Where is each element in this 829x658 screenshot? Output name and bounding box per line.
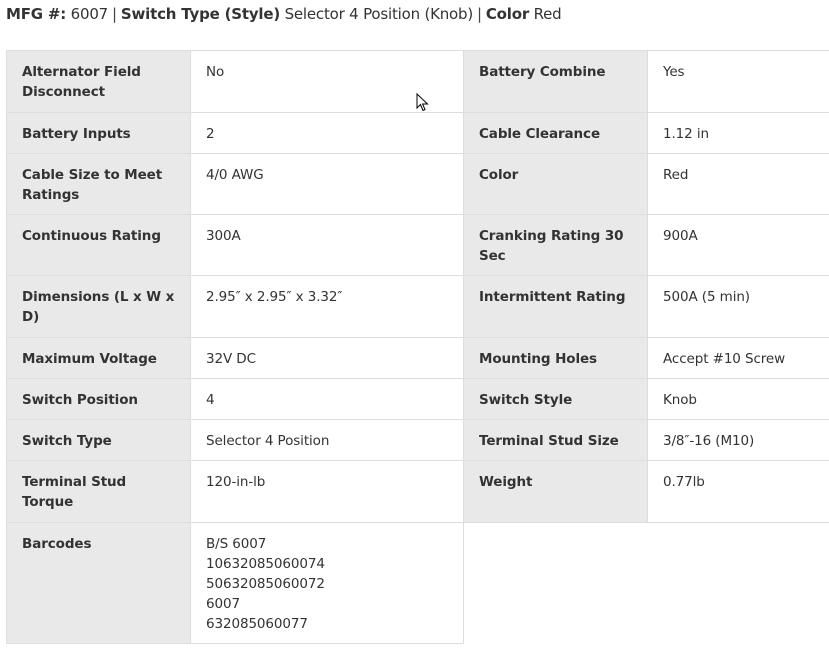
mfg-label: MFG #: bbox=[6, 5, 67, 23]
spec-row: Battery Inputs 2 Cable Clearance 1.12 in bbox=[6, 112, 829, 154]
empty-cell bbox=[463, 522, 829, 644]
spec-row: Maximum Voltage 32V DC Mounting Holes Accep… bbox=[6, 337, 829, 379]
spec-label: Intermittent Rating bbox=[463, 275, 648, 338]
spec-value: 4 bbox=[190, 378, 464, 420]
spec-label: Switch Style bbox=[463, 378, 648, 420]
spec-label: Alternator Field Disconnect bbox=[6, 50, 191, 113]
spec-label: Dimensions (L x W x D) bbox=[6, 275, 191, 338]
spec-label: Switch Position bbox=[6, 378, 191, 420]
spec-row: Cable Size to Meet Ratings 4/0 AWG Color Re… bbox=[6, 153, 829, 215]
spec-value: 32V DC bbox=[190, 337, 464, 379]
spec-value: 3/8″-16 (M10) bbox=[647, 419, 829, 461]
spec-value: 0.77lb bbox=[647, 460, 829, 523]
spec-row: Switch Type Selector 4 Position Terminal S… bbox=[6, 419, 829, 461]
spec-value: 500A (5 min) bbox=[647, 275, 829, 338]
spec-row: Continuous Rating 300A Cranking Rating 30 … bbox=[6, 214, 829, 276]
spec-row: Dimensions (L x W x D) 2.95″ x 2.95″ x 3.… bbox=[6, 275, 829, 338]
spec-label: Battery Inputs bbox=[6, 112, 191, 154]
spec-label: Cranking Rating 30 Sec bbox=[463, 214, 648, 276]
spec-value: 120-in-lb bbox=[190, 460, 464, 523]
spec-value: Red bbox=[647, 153, 829, 215]
barcode-value: 6007 bbox=[206, 596, 240, 612]
barcode-value: 10632085060074 bbox=[206, 556, 325, 572]
color-label: Color bbox=[485, 5, 530, 23]
spec-label: Color bbox=[463, 153, 648, 215]
spec-row: Barcodes B/S 6007 10632085060074 5063208506… bbox=[6, 522, 829, 644]
spec-label: Weight bbox=[463, 460, 648, 523]
spec-label: Terminal Stud Size bbox=[463, 419, 648, 461]
spec-label: Maximum Voltage bbox=[6, 337, 191, 379]
spec-label: Mounting Holes bbox=[463, 337, 648, 379]
spec-label: Barcodes bbox=[6, 522, 191, 644]
separator: | bbox=[112, 5, 117, 23]
spec-value: 900A bbox=[647, 214, 829, 276]
spec-row: Switch Position 4 Switch Style Knob bbox=[6, 378, 829, 420]
barcode-value: 632085060077 bbox=[206, 616, 308, 632]
spec-label: Switch Type bbox=[6, 419, 191, 461]
switch-type-label: Switch Type (Style) bbox=[120, 5, 280, 23]
product-summary: MFG #: 6007 | Switch Type (Style) Selector… bbox=[6, 5, 562, 23]
spec-value: 1.12 in bbox=[647, 112, 829, 154]
spec-value: Knob bbox=[647, 378, 829, 420]
mfg-value: 6007 bbox=[70, 5, 109, 23]
spec-label: Continuous Rating bbox=[6, 214, 191, 276]
spec-value: Selector 4 Position bbox=[190, 419, 464, 461]
specifications-table: Alternator Field Disconnect No Battery Com… bbox=[6, 50, 829, 644]
spec-value: 300A bbox=[190, 214, 464, 276]
color-value: Red bbox=[533, 5, 562, 23]
spec-value: 2.95″ x 2.95″ x 3.32″ bbox=[190, 275, 464, 338]
spec-label: Terminal Stud Torque bbox=[6, 460, 191, 523]
spec-value: Accept #10 Screw bbox=[647, 337, 829, 379]
switch-type-value: Selector 4 Position (Knob) bbox=[284, 5, 474, 23]
spec-value: 4/0 AWG bbox=[190, 153, 464, 215]
barcode-value: B/S 6007 bbox=[206, 536, 267, 552]
spec-value: B/S 6007 10632085060074 50632085060072 6007… bbox=[190, 522, 464, 644]
separator: | bbox=[477, 5, 482, 23]
spec-value: Yes bbox=[647, 50, 829, 113]
spec-label: Cable Clearance bbox=[463, 112, 648, 154]
spec-label: Cable Size to Meet Ratings bbox=[6, 153, 191, 215]
spec-label: Battery Combine bbox=[463, 50, 648, 113]
mouse-cursor-icon bbox=[416, 93, 429, 112]
spec-value: 2 bbox=[190, 112, 464, 154]
spec-row: Terminal Stud Torque 120-in-lb Weight 0.77l… bbox=[6, 460, 829, 523]
barcode-value: 50632085060072 bbox=[206, 576, 325, 592]
